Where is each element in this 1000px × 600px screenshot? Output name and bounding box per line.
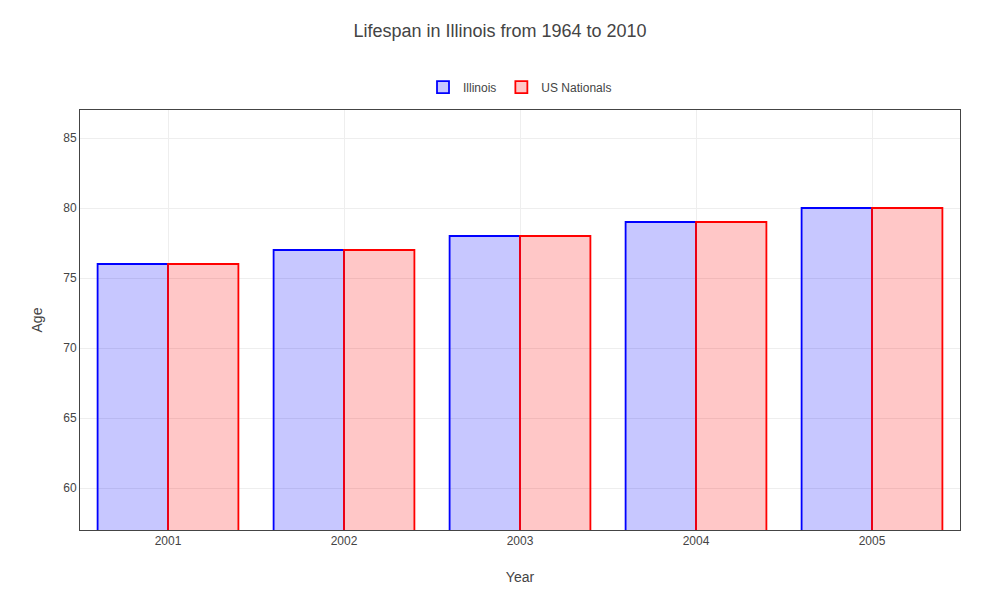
svg-text:Age: Age: [29, 307, 45, 332]
svg-text:Year: Year: [506, 569, 535, 585]
svg-text:80: 80: [63, 201, 77, 215]
svg-text:85: 85: [63, 131, 77, 145]
svg-text:Illinois: Illinois: [463, 81, 496, 95]
svg-text:2001: 2001: [155, 534, 182, 548]
svg-text:60: 60: [63, 481, 77, 495]
svg-text:2003: 2003: [507, 534, 534, 548]
svg-text:75: 75: [63, 271, 77, 285]
svg-text:2005: 2005: [859, 534, 886, 548]
svg-text:US Nationals: US Nationals: [541, 81, 611, 95]
svg-text:Lifespan in Illinois from 1964: Lifespan in Illinois from 1964 to 2010: [353, 21, 646, 41]
svg-text:2004: 2004: [683, 534, 710, 548]
svg-text:70: 70: [63, 341, 77, 355]
svg-text:65: 65: [63, 411, 77, 425]
svg-text:2002: 2002: [331, 534, 358, 548]
